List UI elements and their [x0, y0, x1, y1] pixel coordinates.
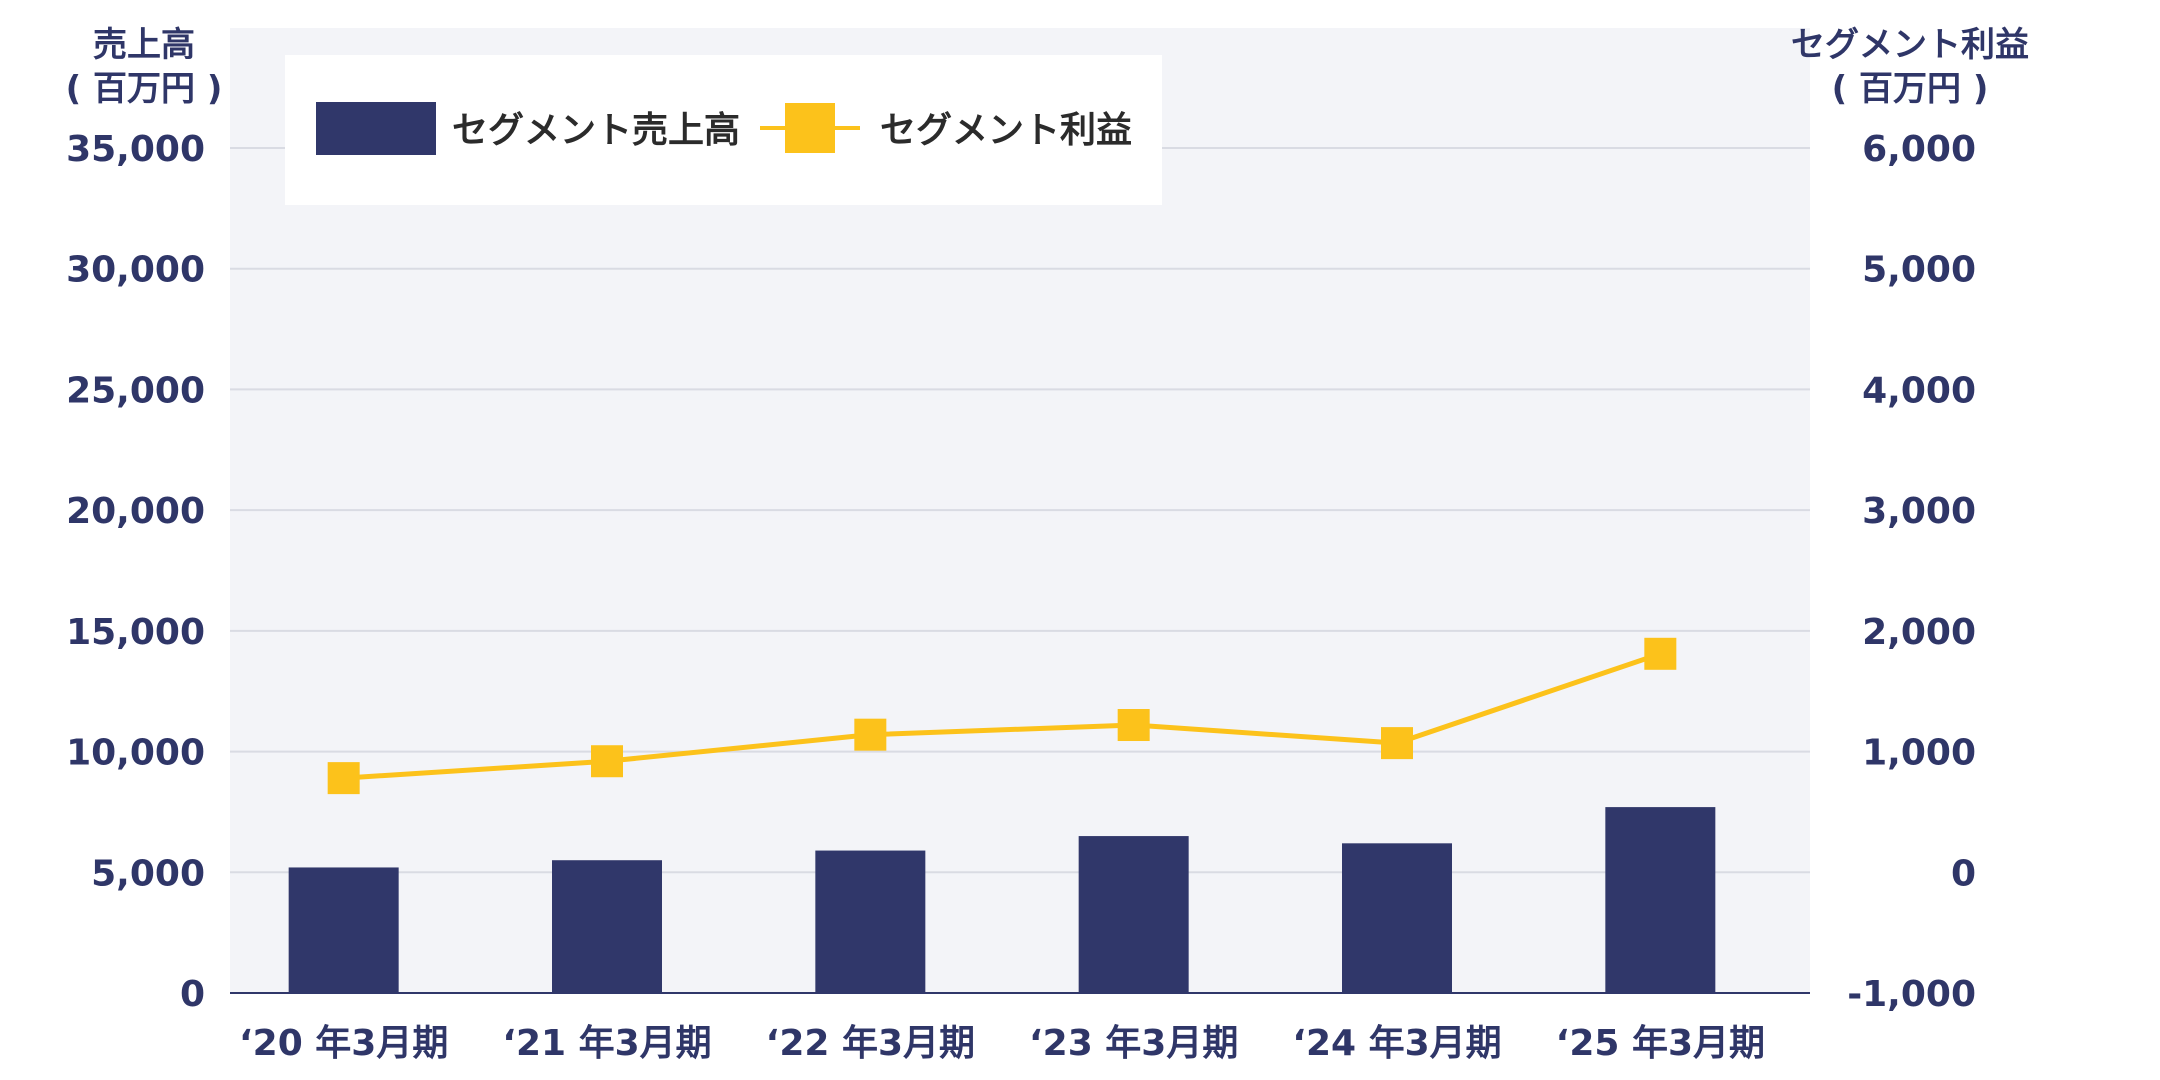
x-tick-label: ‘23 年3月期	[1029, 1023, 1238, 1064]
bar-series	[288, 807, 1716, 993]
right-tick-label: 3,000	[1862, 491, 1976, 532]
left-tick-label: 20,000	[66, 491, 205, 532]
left-axis-title-line2: ( 百万円 )	[66, 69, 223, 109]
profit-marker	[591, 745, 623, 778]
right-axis-ticks: -1,000 0 1,000 2,000 3,000 4,000 5,000 6,000	[1847, 129, 1976, 1015]
legend-label-sales: セグメント売上高	[452, 110, 740, 151]
line-series	[327, 637, 1677, 795]
legend-marker-swatch	[785, 103, 835, 153]
profit-marker	[1644, 637, 1677, 670]
profit-line	[343, 651, 1662, 781]
right-tick-label: -1,000	[1847, 974, 1976, 1015]
legend: セグメント売上高 セグメント利益	[285, 55, 1162, 205]
right-axis-title-line2: ( 百万円 )	[1832, 69, 1989, 109]
bar-sales	[1605, 807, 1716, 993]
legend-bar-swatch	[316, 102, 436, 155]
left-tick-label: 0	[180, 974, 205, 1015]
right-tick-label: 5,000	[1862, 250, 1976, 291]
right-tick-label: 1,000	[1862, 733, 1976, 774]
bar-sales	[1342, 843, 1452, 993]
bar-sales	[288, 867, 399, 993]
profit-marker	[327, 762, 360, 795]
bar-sales	[552, 860, 662, 993]
left-axis-ticks: 0 5,000 10,000 15,000 20,000 25,000 30,000 35,0…	[66, 129, 205, 1015]
left-tick-label: 15,000	[66, 612, 205, 653]
x-axis-ticks: ‘20 年3月期 ‘21 年3月期 ‘22 年3月期 ‘23 年3月期 ‘24 年3月期…	[239, 1023, 1765, 1064]
x-tick-label: ‘24 年3月期	[1292, 1023, 1501, 1064]
right-axis-title-line1: セグメント利益	[1791, 25, 2029, 65]
left-tick-label: 10,000	[66, 733, 205, 774]
bar-sales	[815, 850, 926, 993]
left-tick-label: 30,000	[66, 250, 205, 291]
right-tick-label: 6,000	[1862, 129, 1976, 170]
bar-sales	[1078, 836, 1189, 993]
profit-marker	[854, 718, 887, 751]
profit-marker	[1117, 709, 1150, 742]
x-tick-label: ‘22 年3月期	[766, 1023, 975, 1064]
x-tick-label: ‘20 年3月期	[239, 1023, 448, 1064]
left-axis-title-line1: 売上高	[93, 25, 195, 65]
profit-marker	[1381, 727, 1413, 760]
legend-label-profit: セグメント利益	[880, 110, 1132, 151]
left-tick-label: 25,000	[66, 370, 205, 411]
right-tick-label: 0	[1951, 853, 1976, 894]
x-tick-label: ‘21 年3月期	[502, 1023, 711, 1064]
x-tick-label: ‘25 年3月期	[1556, 1023, 1765, 1064]
right-tick-label: 4,000	[1862, 370, 1976, 411]
left-tick-label: 35,000	[66, 129, 205, 170]
gridlines	[230, 147, 1810, 874]
right-tick-label: 2,000	[1862, 612, 1976, 653]
left-tick-label: 5,000	[91, 853, 205, 894]
